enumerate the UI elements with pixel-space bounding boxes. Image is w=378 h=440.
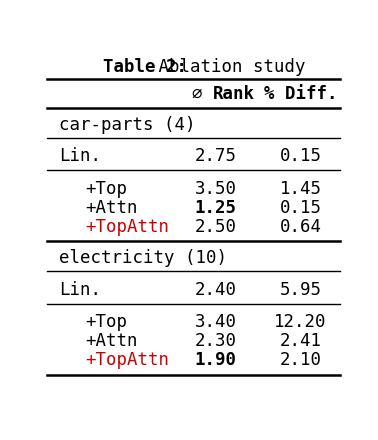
Text: 2.41: 2.41 xyxy=(280,333,322,350)
Text: electricity (10): electricity (10) xyxy=(59,249,227,268)
Text: 0.15: 0.15 xyxy=(280,199,322,217)
Text: 2.50: 2.50 xyxy=(195,218,237,236)
Text: 1.45: 1.45 xyxy=(280,180,322,198)
Text: % Diff.: % Diff. xyxy=(264,85,338,103)
Text: 1.90: 1.90 xyxy=(195,352,237,370)
Text: 2.40: 2.40 xyxy=(195,281,237,299)
Text: +Top: +Top xyxy=(85,313,127,331)
Text: +Attn: +Attn xyxy=(85,333,138,350)
Text: 2.30: 2.30 xyxy=(195,333,237,350)
Text: ∅: ∅ xyxy=(192,85,213,103)
Text: 5.95: 5.95 xyxy=(280,281,322,299)
Text: +Attn: +Attn xyxy=(85,199,138,217)
Text: 0.64: 0.64 xyxy=(280,218,322,236)
Text: 2.10: 2.10 xyxy=(280,352,322,370)
Text: 3.50: 3.50 xyxy=(195,180,237,198)
Text: 12.20: 12.20 xyxy=(274,313,327,331)
Text: 1.25: 1.25 xyxy=(195,199,237,217)
Text: +TopAttn: +TopAttn xyxy=(85,218,169,236)
Text: Ablation study: Ablation study xyxy=(148,58,306,76)
Text: car-parts (4): car-parts (4) xyxy=(59,116,195,134)
Text: Table 2:: Table 2: xyxy=(103,58,187,76)
Text: Rank: Rank xyxy=(213,85,255,103)
Text: +Top: +Top xyxy=(85,180,127,198)
Text: 3.40: 3.40 xyxy=(195,313,237,331)
Text: Lin.: Lin. xyxy=(59,147,101,165)
Text: 0.15: 0.15 xyxy=(280,147,322,165)
Text: 2.75: 2.75 xyxy=(195,147,237,165)
Text: +TopAttn: +TopAttn xyxy=(85,352,169,370)
Text: Lin.: Lin. xyxy=(59,281,101,299)
